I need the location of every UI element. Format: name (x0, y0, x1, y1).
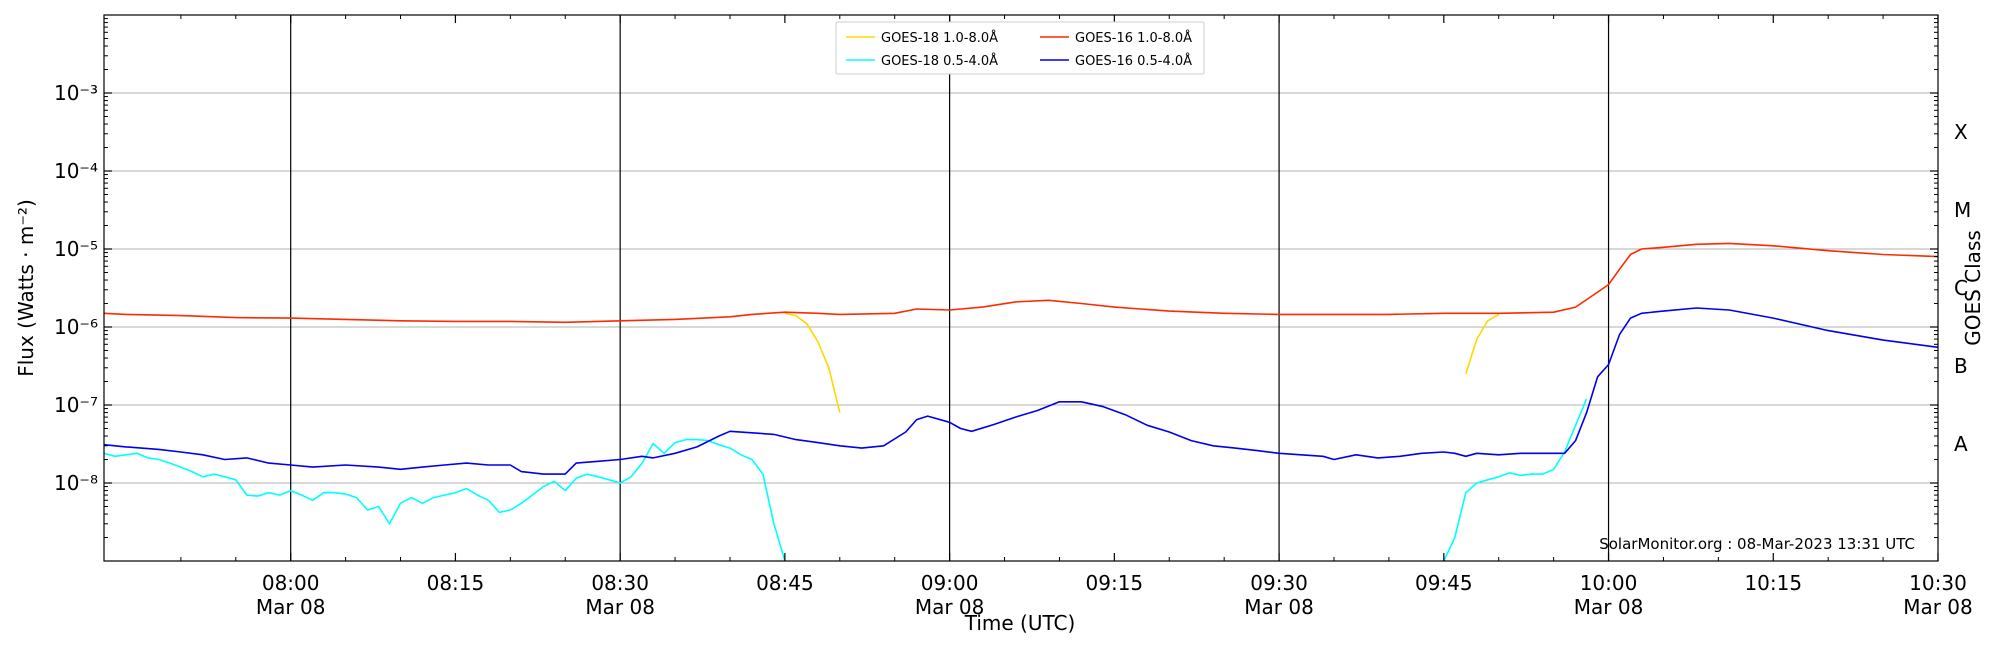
y-tick-label: 10⁻⁷ (54, 393, 98, 417)
x-tick-label: 09:30 (1250, 571, 1308, 595)
x-tick-label: 10:00 (1580, 571, 1638, 595)
x-tick-label: 08:15 (427, 571, 485, 595)
x-tick-date: Mar 08 (1244, 595, 1314, 619)
x-tick-date: Mar 08 (1903, 595, 1973, 619)
goes-class-label: X (1954, 120, 1968, 144)
x-tick-label: 10:30 (1909, 571, 1967, 595)
series-goes18-short-line (1443, 398, 1588, 562)
legend-label-goes18-long: GOES-18 1.0-8.0Å (881, 30, 998, 46)
series-goes18-long-line (784, 312, 841, 413)
legend: GOES-18 1.0-8.0Å GOES-18 0.5-4.0Å GOES-1… (835, 21, 1205, 75)
series-goes16-short-line (103, 307, 1939, 475)
legend-box (835, 21, 1205, 75)
grid-layer (104, 92, 1938, 484)
x-tick-label: 08:30 (591, 571, 649, 595)
goes-class-layer: A B C M X (1954, 120, 1971, 456)
x-tick-label: 09:45 (1415, 571, 1473, 595)
x-tick-label: 08:45 (756, 571, 814, 595)
credit-text: SolarMonitor.org : 08-Mar-2023 13:31 UTC (1599, 535, 1915, 553)
y-tick-label: 10⁻⁶ (54, 315, 98, 339)
legend-label-goes16-long: GOES-16 1.0-8.0Å (1075, 30, 1192, 46)
goes-class-label: B (1954, 354, 1968, 378)
day-lines-layer (290, 15, 1610, 561)
x-tick-date: Mar 08 (1574, 595, 1644, 619)
y-ticks-layer: 10⁻⁸ 10⁻⁷ 10⁻⁶ 10⁻⁵ 10⁻⁴ 10⁻³ (54, 18, 1938, 539)
x-tick-date: Mar 08 (915, 595, 985, 619)
x-tick-date: Mar 08 (585, 595, 655, 619)
series-layer (103, 242, 1939, 562)
y-tick-label: 10⁻⁸ (54, 471, 98, 495)
y-tick-label: 10⁻⁴ (54, 159, 98, 183)
x-tick-label: 10:15 (1744, 571, 1802, 595)
y-tick-label: 10⁻³ (54, 81, 98, 105)
x-tick-label: 09:15 (1086, 571, 1144, 595)
x-tick-date: Mar 08 (256, 595, 326, 619)
series-goes18-long-line (1465, 313, 1500, 375)
x-axis-title: Time (UTC) (964, 611, 1076, 635)
legend-label-goes16-short: GOES-16 0.5-4.0Å (1075, 53, 1192, 69)
legend-label-goes18-short: GOES-18 0.5-4.0Å (881, 53, 998, 69)
y-tick-label: 10⁻⁵ (54, 237, 98, 261)
goes-class-label: M (1954, 198, 1971, 222)
goes-class-title: GOES Class (1961, 230, 1985, 346)
y-axis-title: Flux (Watts · m⁻²) (14, 199, 38, 377)
x-tick-label: 08:00 (262, 571, 320, 595)
series-goes18-short-line (103, 438, 786, 562)
series-goes16-long-line (103, 242, 1939, 324)
goes-class-label: A (1954, 432, 1968, 456)
x-tick-label: 09:00 (921, 571, 979, 595)
goes-class-label: C (1954, 276, 1968, 300)
plot-frame (103, 14, 1939, 562)
